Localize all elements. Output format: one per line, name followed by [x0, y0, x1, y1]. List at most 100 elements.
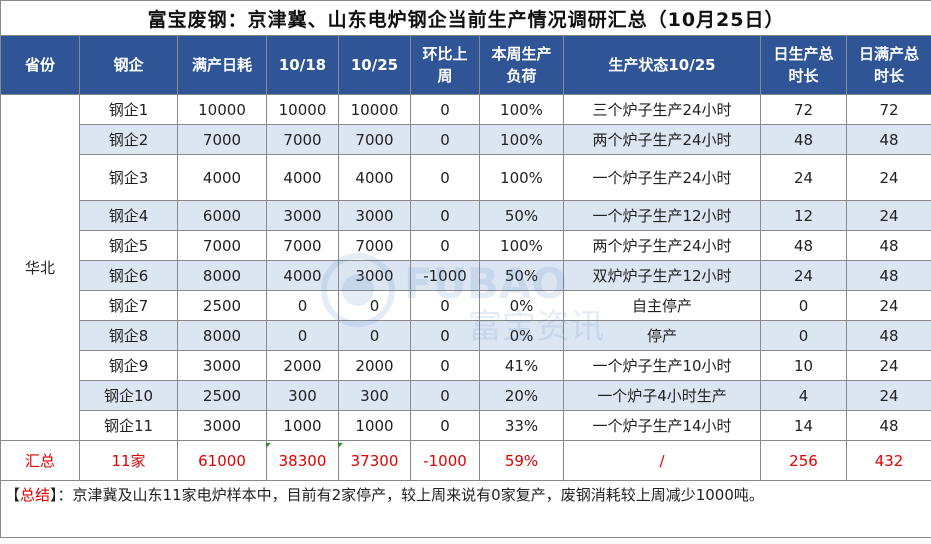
cell-daily-hours: 0: [760, 320, 847, 351]
note-bracket: 【: [5, 486, 21, 504]
cell-wow: 0: [410, 380, 480, 411]
cell-daily-hours: 72: [760, 94, 847, 125]
cell-load: 100%: [479, 124, 564, 155]
table-row: 钢企5 7000 7000 7000 0 100% 两个炉子生产24小时 48 48: [1, 230, 931, 261]
total-row: 汇总 11家 61000 38300 37300 -1000 59% / 256…: [0, 440, 931, 481]
cell-full-hours: 48: [845, 260, 931, 291]
cell-wow: 0: [410, 410, 480, 441]
cell-status: 两个炉子生产24小时: [563, 230, 761, 261]
note-text: 】：京津冀及山东11家电炉样本中，目前有2家停产，较上周来说有0家复产，废钢消耗…: [50, 486, 764, 504]
cell-load: 100%: [479, 94, 564, 125]
cell-full-hours: 24: [845, 200, 931, 231]
cell-daily-hours: 10: [760, 350, 847, 381]
cell-full-daily: 2500: [177, 380, 267, 411]
header-weekly-load: 本周生产负荷: [479, 35, 564, 95]
cell-comment-marker: [266, 443, 271, 448]
cell-load: 100%: [479, 154, 564, 201]
cell-company: 钢企3: [79, 154, 178, 201]
cell-load: 0%: [479, 320, 564, 351]
summary-note: 【总结】：京津冀及山东11家电炉样本中，目前有2家停产，较上周来说有0家复产，废…: [0, 480, 931, 538]
cell-full-hours: 24: [845, 380, 931, 411]
cell-company: 钢企8: [79, 320, 178, 351]
cell-d1018: 1000: [266, 410, 339, 441]
header-week-over-week: 环比上周: [410, 35, 480, 95]
cell-company: 钢企7: [79, 290, 178, 321]
cell-d1025: 1000: [338, 410, 411, 441]
total-wow: -1000: [410, 440, 480, 481]
cell-d1025: 300: [338, 380, 411, 411]
cell-full-daily: 7000: [177, 124, 267, 155]
total-d1025: 37300: [338, 440, 411, 481]
note-key: 总结: [20, 486, 51, 504]
cell-d1018: 0: [266, 320, 339, 351]
cell-company: 钢企5: [79, 230, 178, 261]
table-row: 钢企11 3000 1000 1000 0 33% 一个炉子生产14小时 14 48: [1, 410, 931, 441]
cell-status: 一个炉子4小时生产: [563, 380, 761, 411]
cell-comment-marker: [338, 443, 343, 448]
header-province: 省份: [0, 35, 80, 95]
cell-status: 双炉炉子生产12小时: [563, 260, 761, 291]
cell-d1025: 4000: [338, 154, 411, 201]
header-date-1025: 10/25: [338, 35, 411, 95]
cell-full-hours: 48: [845, 124, 931, 155]
cell-full-daily: 8000: [177, 320, 267, 351]
cell-status: 两个炉子生产24小时: [563, 124, 761, 155]
cell-d1018: 7000: [266, 124, 339, 155]
total-company-count: 11家: [79, 440, 178, 481]
cell-d1018: 0: [266, 290, 339, 321]
cell-daily-hours: 14: [760, 410, 847, 441]
cell-status: 三个炉子生产24小时: [563, 94, 761, 125]
cell-load: 0%: [479, 290, 564, 321]
province-cell: 华北: [0, 94, 80, 441]
cell-daily-hours: 48: [760, 124, 847, 155]
cell-full-daily: 10000: [177, 94, 267, 125]
cell-d1025: 3000: [338, 260, 411, 291]
cell-wow: 0: [410, 154, 480, 201]
header-date-1018: 10/18: [266, 35, 339, 95]
cell-company: 钢企11: [79, 410, 178, 441]
table-row: 钢企6 8000 4000 3000 -1000 50% 双炉炉子生产12小时 24 48: [1, 260, 931, 291]
cell-d1018: 10000: [266, 94, 339, 125]
table-row: 钢企4 6000 3000 3000 0 50% 一个炉子生产12小时 12 24: [1, 200, 931, 231]
cell-daily-hours: 24: [760, 154, 847, 201]
cell-load: 33%: [479, 410, 564, 441]
header-production-status: 生产状态10/25: [563, 35, 761, 95]
table-row: 钢企2 7000 7000 7000 0 100% 两个炉子生产24小时 48 48: [1, 124, 931, 155]
cell-wow: 0: [410, 230, 480, 261]
total-hours: 256: [760, 440, 847, 481]
cell-wow: 0: [410, 200, 480, 231]
cell-d1025: 3000: [338, 200, 411, 231]
table-row: 华北 钢企1 10000 10000 10000 0 100% 三个炉子生产24小时 72 72: [0, 94, 931, 441]
table-row: 钢企8 8000 0 0 0 0% 停产 0 48: [1, 320, 931, 351]
cell-d1018: 7000: [266, 230, 339, 261]
cell-daily-hours: 24: [760, 260, 847, 291]
cell-daily-hours: 0: [760, 290, 847, 321]
cell-company: 钢企2: [79, 124, 178, 155]
cell-full-daily: 8000: [177, 260, 267, 291]
cell-company: 钢企9: [79, 350, 178, 381]
cell-full-daily: 7000: [177, 230, 267, 261]
table-row: 钢企10 2500 300 300 0 20% 一个炉子4小时生产 4 24: [1, 380, 931, 411]
cell-status: 一个炉子生产24小时: [563, 154, 761, 201]
total-status: /: [563, 440, 761, 481]
cell-full-hours: 72: [845, 94, 931, 125]
table-row: 钢企7 2500 0 0 0 0% 自主停产 0 24: [1, 290, 931, 321]
header-full-daily-consumption: 满产日耗: [177, 35, 267, 95]
cell-company: 钢企1: [79, 94, 178, 125]
cell-d1025: 0: [338, 290, 411, 321]
cell-status: 停产: [563, 320, 761, 351]
cell-load: 20%: [479, 380, 564, 411]
cell-d1018: 4000: [266, 154, 339, 201]
cell-full-hours: 24: [845, 350, 931, 381]
cell-wow: 0: [410, 290, 480, 321]
cell-wow: 0: [410, 350, 480, 381]
cell-wow: 0: [410, 124, 480, 155]
header-daily-hours: 日生产总时长: [760, 35, 847, 95]
cell-daily-hours: 12: [760, 200, 847, 231]
table-title: 富宝废钢：京津冀、山东电炉钢企当前生产情况调研汇总（10月25日）: [0, 0, 931, 36]
table-row: 钢企9 3000 2000 2000 0 41% 一个炉子生产10小时 10 24: [1, 350, 931, 381]
cell-status: 一个炉子生产10小时: [563, 350, 761, 381]
cell-load: 100%: [479, 230, 564, 261]
